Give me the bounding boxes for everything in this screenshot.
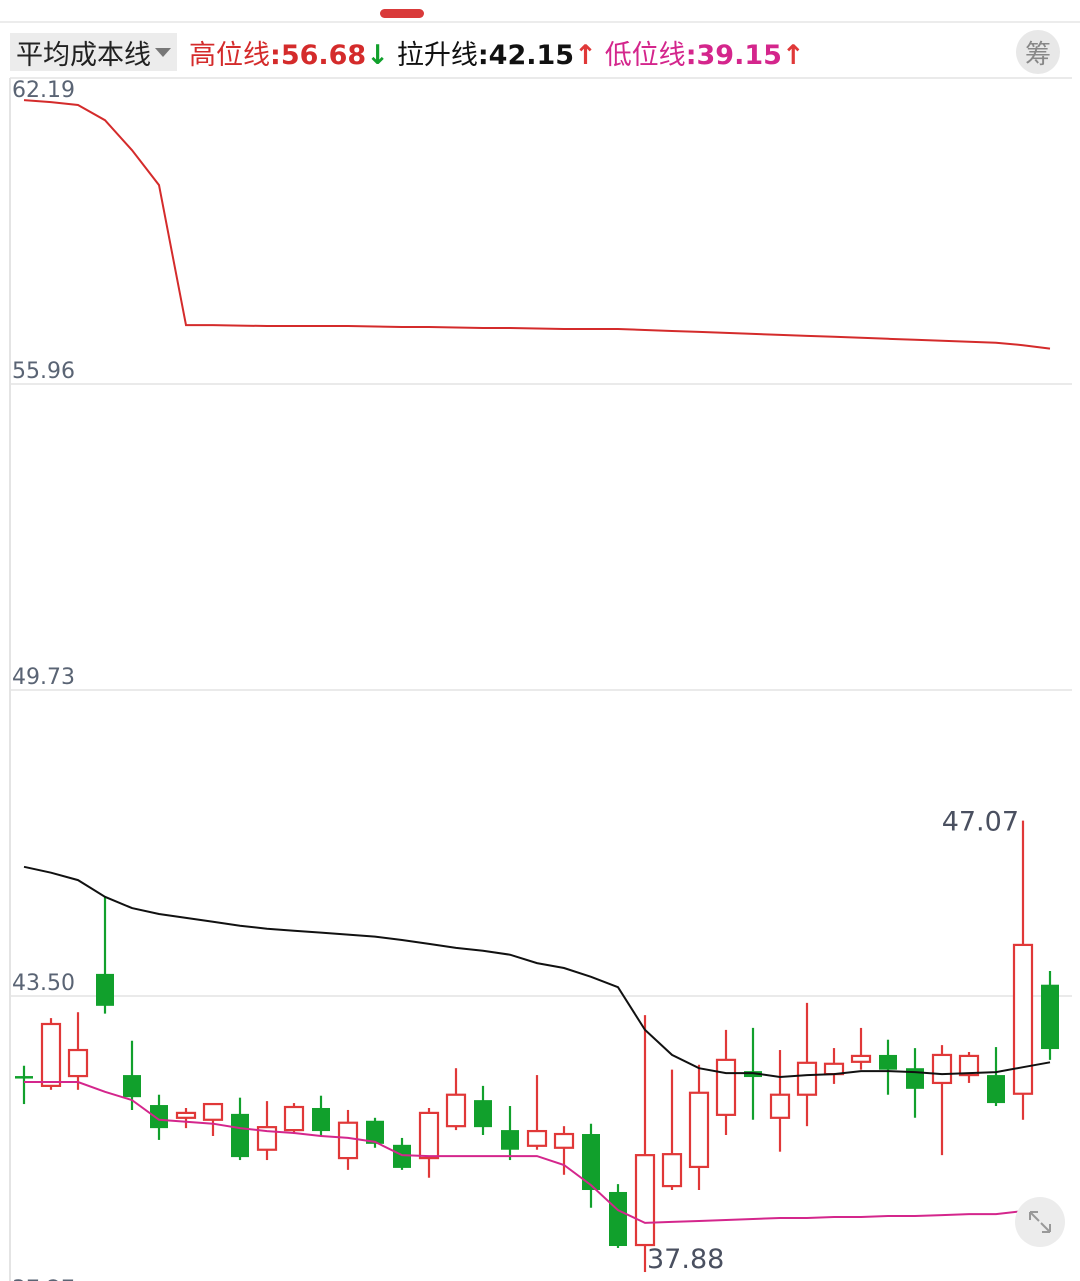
legend-name: 高位线 bbox=[189, 39, 270, 71]
candle-body bbox=[256, 1126, 278, 1151]
legend-item: 拉升线:42.15↑ bbox=[397, 33, 597, 72]
candle-body bbox=[850, 1054, 872, 1063]
candle-body bbox=[688, 1091, 710, 1169]
candle-body bbox=[609, 1191, 627, 1247]
chip-button-label: 筹 bbox=[1024, 39, 1051, 70]
candle-body bbox=[582, 1134, 600, 1191]
candle-body bbox=[958, 1054, 980, 1077]
candle-body bbox=[661, 1153, 683, 1188]
series-line bbox=[23, 99, 1051, 350]
candle-body bbox=[715, 1058, 737, 1116]
candle-body bbox=[393, 1144, 411, 1168]
legend-value: 39.15 bbox=[696, 39, 782, 71]
candle-body bbox=[337, 1121, 359, 1160]
candle-body bbox=[123, 1075, 141, 1098]
candle-body bbox=[175, 1111, 197, 1119]
candle-body bbox=[312, 1107, 330, 1132]
y-tick-label: 43.50 bbox=[12, 971, 75, 996]
candle-body bbox=[15, 1076, 33, 1079]
candle-body bbox=[769, 1093, 791, 1119]
candle-body bbox=[418, 1111, 440, 1160]
y-tick-label: 55.96 bbox=[12, 359, 75, 384]
candle-body bbox=[1041, 984, 1059, 1050]
candle-body bbox=[526, 1129, 548, 1147]
candle-body bbox=[501, 1130, 519, 1150]
candle-body bbox=[445, 1093, 467, 1128]
candle-body bbox=[202, 1102, 224, 1121]
candle-body bbox=[1012, 943, 1034, 1095]
legend-trend: ↑ bbox=[781, 39, 805, 71]
drag-handle[interactable] bbox=[380, 9, 424, 18]
legend-trend: ↓ bbox=[366, 39, 389, 71]
legend-name: 低位线 bbox=[604, 39, 686, 71]
series-line bbox=[24, 1081, 1051, 1224]
legend-value: 42.15 bbox=[488, 39, 575, 71]
candle-body bbox=[283, 1105, 305, 1132]
candle-body bbox=[634, 1154, 656, 1247]
candle-body bbox=[150, 1105, 168, 1129]
high-label: 47.07 bbox=[942, 807, 1019, 838]
expand-button[interactable] bbox=[1015, 1197, 1065, 1247]
low-label: 37.88 bbox=[647, 1244, 724, 1275]
indicator-name: 平均成本线 bbox=[16, 39, 151, 71]
legend-item: 高位线:56.68↓ bbox=[189, 33, 389, 72]
legend-value: 56.68 bbox=[280, 39, 367, 71]
legend-separator: : bbox=[477, 39, 489, 71]
legend-separator: : bbox=[270, 39, 281, 71]
candle-body bbox=[366, 1120, 384, 1144]
candle-body bbox=[796, 1061, 818, 1096]
candle-body bbox=[96, 973, 114, 1006]
chip-button[interactable]: 筹 bbox=[1016, 30, 1060, 74]
series-line bbox=[23, 865, 1051, 1079]
legend-trend: ↑ bbox=[574, 39, 597, 71]
legend-name: 拉升线 bbox=[396, 39, 478, 71]
candle-body bbox=[474, 1100, 492, 1128]
candle-body bbox=[40, 1022, 62, 1087]
candle-body bbox=[931, 1053, 953, 1085]
indicator-selector[interactable]: 平均成本线 bbox=[10, 33, 177, 71]
candle-body bbox=[67, 1048, 89, 1078]
indicator-header: 平均成本线 高位线:56.68↓ 拉升线:42.15↑ 低位线:39.15↑ bbox=[10, 33, 813, 71]
candle-body bbox=[231, 1113, 249, 1158]
y-tick-label: 37.27 bbox=[12, 1277, 75, 1281]
candle-body bbox=[987, 1075, 1005, 1104]
candle-body bbox=[553, 1132, 575, 1149]
y-tick-label: 49.73 bbox=[12, 665, 75, 690]
y-tick-label: 62.19 bbox=[12, 78, 75, 103]
legend-item: 低位线:39.15↑ bbox=[605, 33, 805, 72]
candle-body bbox=[879, 1054, 897, 1070]
legend-separator: : bbox=[685, 39, 697, 71]
